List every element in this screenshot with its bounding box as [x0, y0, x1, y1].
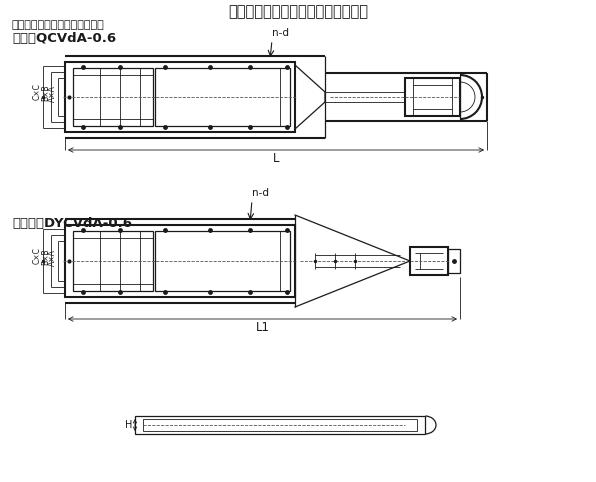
Bar [405, 78, 460, 116]
Bar [65, 62, 295, 132]
Bar [143, 419, 417, 431]
Text: H: H [125, 420, 132, 430]
Text: B×B: B×B [41, 85, 50, 101]
Bar [73, 231, 153, 291]
Text: n-d: n-d [272, 28, 289, 38]
Bar [135, 416, 425, 434]
Bar [73, 75, 153, 119]
Text: n-d: n-d [252, 188, 269, 198]
Text: 气动类和电液动类（如下图）：: 气动类和电液动类（如下图）： [12, 20, 105, 30]
Text: L1: L1 [256, 321, 269, 334]
Text: 电液动类DYCVdA-0.6: 电液动类DYCVdA-0.6 [12, 217, 132, 230]
Bar [155, 231, 290, 291]
Text: A×A: A×A [48, 250, 57, 267]
Bar [448, 249, 460, 273]
Bar [410, 247, 448, 275]
Text: 气动类QCVdA-0.6: 气动类QCVdA-0.6 [12, 32, 116, 45]
Text: C×C: C×C [33, 83, 42, 100]
Bar [73, 238, 153, 284]
Text: A×A: A×A [48, 86, 57, 103]
Text: 气动、电液动平板闸阀外形见下图。: 气动、电液动平板闸阀外形见下图。 [228, 4, 368, 19]
Text: B×B: B×B [41, 249, 50, 265]
Bar [155, 68, 290, 126]
Bar [65, 225, 295, 297]
Text: L: L [273, 152, 280, 165]
Bar [73, 68, 153, 126]
Text: C×C: C×C [33, 248, 42, 265]
